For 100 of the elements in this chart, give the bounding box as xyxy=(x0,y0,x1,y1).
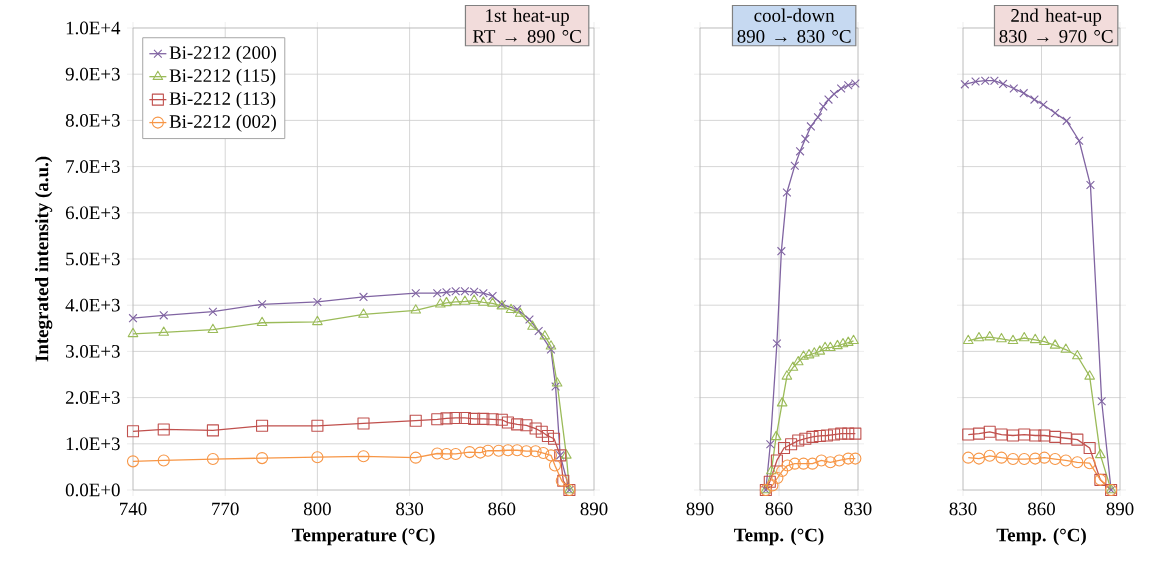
point xyxy=(501,416,514,429)
point xyxy=(474,446,487,459)
point xyxy=(1050,108,1060,118)
point xyxy=(520,419,533,432)
point xyxy=(842,336,854,346)
point xyxy=(312,297,322,307)
x-tick-label: 860 xyxy=(488,502,516,516)
point xyxy=(357,450,370,463)
point xyxy=(832,339,843,350)
point xyxy=(787,361,799,371)
point xyxy=(962,428,975,441)
point xyxy=(790,161,800,171)
annotation: cool-down 890 → 830 °C xyxy=(737,8,851,43)
point xyxy=(158,326,170,336)
point xyxy=(468,412,481,425)
legend-label: Bi-2212 (002) xyxy=(169,114,276,132)
point xyxy=(1086,180,1095,190)
point xyxy=(849,452,862,465)
point xyxy=(781,370,793,380)
point xyxy=(545,340,557,350)
point xyxy=(409,451,422,464)
point xyxy=(514,307,526,317)
point xyxy=(440,447,453,461)
x-tick-label: 890 xyxy=(1106,502,1134,516)
point xyxy=(848,334,859,345)
point xyxy=(770,430,782,441)
point xyxy=(128,313,138,323)
point xyxy=(409,414,422,427)
x-axis-title: Temp. (°C) xyxy=(734,528,824,546)
point xyxy=(1039,335,1050,345)
point xyxy=(1030,95,1039,105)
x-tick-label: 830 xyxy=(949,502,977,516)
point xyxy=(1074,136,1084,146)
point xyxy=(431,447,444,460)
point xyxy=(487,297,498,307)
x-tick-label: 890 xyxy=(580,502,608,516)
point xyxy=(1049,339,1061,349)
point xyxy=(1007,334,1019,345)
y-tick-label: 5.0E+3 xyxy=(66,252,120,266)
point xyxy=(1009,84,1019,93)
point xyxy=(776,397,788,407)
point xyxy=(825,341,836,351)
point xyxy=(440,412,453,425)
point xyxy=(127,327,139,338)
x-tick-label: 890 xyxy=(686,502,714,516)
point xyxy=(511,418,524,431)
annotation: 2nd heat-up 830 → 970 °C xyxy=(999,8,1113,43)
point xyxy=(998,79,1008,89)
point xyxy=(410,304,422,314)
x-tick-label: 860 xyxy=(1028,502,1055,516)
legend-label: Bi-2212 (113) xyxy=(169,91,276,109)
point xyxy=(772,339,782,348)
point xyxy=(777,441,791,455)
point xyxy=(529,445,542,458)
point xyxy=(960,79,970,89)
point xyxy=(311,419,324,432)
point xyxy=(126,455,140,468)
point xyxy=(806,430,819,443)
point xyxy=(1038,451,1051,464)
point xyxy=(803,349,815,359)
point xyxy=(1083,457,1096,470)
point xyxy=(450,295,462,306)
point xyxy=(1097,396,1107,406)
point xyxy=(477,412,490,425)
point xyxy=(544,449,558,462)
point xyxy=(983,425,996,438)
point xyxy=(1038,429,1051,442)
point xyxy=(551,382,561,391)
point xyxy=(1018,428,1031,441)
point xyxy=(441,296,452,307)
point xyxy=(827,428,841,441)
point xyxy=(806,457,819,470)
point xyxy=(1071,433,1084,446)
point xyxy=(771,471,784,485)
point xyxy=(1059,432,1072,445)
point xyxy=(797,457,810,470)
point xyxy=(435,298,446,308)
point xyxy=(776,465,789,478)
point xyxy=(157,423,170,436)
point xyxy=(1049,453,1062,466)
point xyxy=(776,246,786,256)
point xyxy=(539,330,551,340)
point xyxy=(836,84,846,93)
y-tick-label: 7.0E+3 xyxy=(66,160,120,174)
point xyxy=(431,413,444,426)
point xyxy=(795,146,805,156)
point xyxy=(813,429,826,442)
legend-label: Bi-2212 (115) xyxy=(169,68,276,86)
point xyxy=(1029,429,1042,442)
point xyxy=(996,332,1007,343)
point xyxy=(463,446,476,459)
point xyxy=(815,454,828,467)
legend-label: Bi-2212 (200) xyxy=(169,45,276,63)
x-tick-label: 770 xyxy=(212,502,239,516)
y-tick-label: 1.0E+3 xyxy=(66,437,120,451)
point xyxy=(411,288,421,298)
point xyxy=(537,446,550,460)
point xyxy=(814,345,826,355)
point xyxy=(842,427,855,440)
point xyxy=(818,102,828,111)
